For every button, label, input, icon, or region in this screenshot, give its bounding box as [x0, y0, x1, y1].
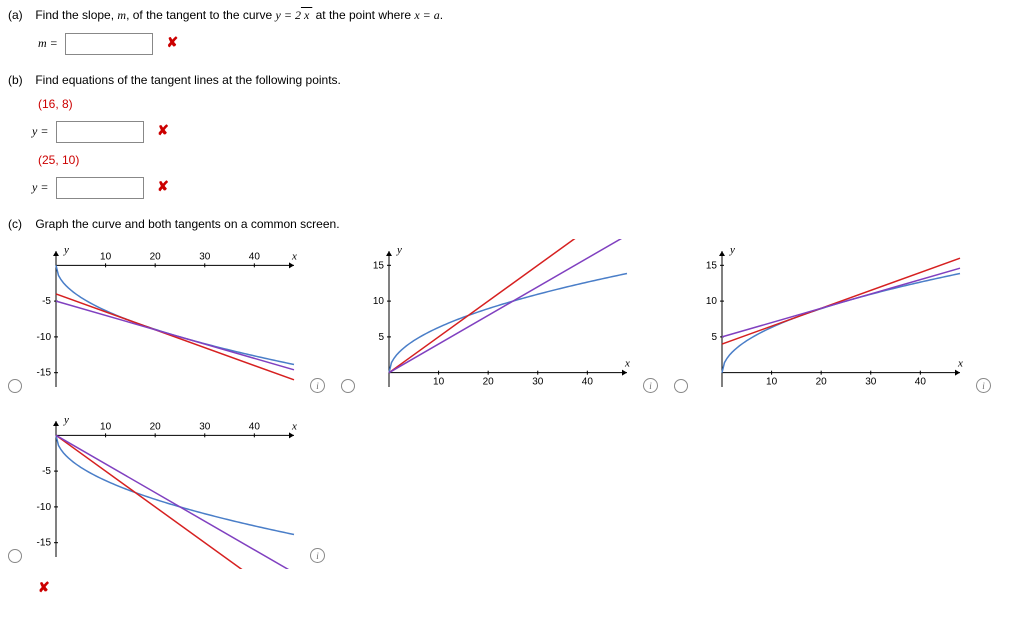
- part-b-prompt: Find equations of the tangent lines at t…: [35, 73, 341, 87]
- answer-row-m: m = ✘: [38, 33, 1016, 55]
- svg-text:5: 5: [711, 332, 717, 343]
- svg-text:10: 10: [433, 377, 445, 388]
- svg-text:40: 40: [582, 377, 594, 388]
- graphs-container: 10 20 30 40 -5 -10 -15 y x i 10 20 30 40 5 10 15 y x i 1…: [8, 239, 1016, 596]
- text: at the point where: [312, 8, 414, 22]
- graph-1: 10 20 30 40 -5 -10 -15 y x: [26, 239, 306, 399]
- graph-option-3: 10 20 30 40 5 10 15 y x i: [674, 239, 991, 399]
- svg-text:-15: -15: [37, 538, 52, 549]
- svg-text:20: 20: [816, 377, 828, 388]
- label-y1: y =: [32, 124, 48, 138]
- svg-text:15: 15: [373, 260, 385, 271]
- part-a-prompt: Find the slope, m, of the tangent to the…: [35, 8, 443, 23]
- graph-3: 10 20 30 40 5 10 15 y x: [692, 239, 972, 399]
- part-b: (b) Find equations of the tangent lines …: [8, 73, 1016, 199]
- svg-text:-10: -10: [37, 332, 52, 343]
- label-m: m =: [38, 36, 58, 50]
- wrong-icon: ✘: [38, 579, 1016, 596]
- info-icon[interactable]: i: [643, 378, 658, 393]
- radio-graph-2[interactable]: [341, 379, 355, 393]
- radio-graph-4[interactable]: [8, 549, 22, 563]
- graph-option-1: 10 20 30 40 -5 -10 -15 y x i: [8, 239, 325, 399]
- answer-row-y2: y = ✘: [32, 177, 1016, 199]
- text: Find the slope,: [35, 8, 117, 22]
- svg-text:x: x: [957, 358, 963, 370]
- point-2: (25, 10): [38, 153, 1016, 167]
- svg-text:10: 10: [706, 296, 718, 307]
- svg-text:-10: -10: [37, 502, 52, 513]
- svg-text:15: 15: [706, 260, 718, 271]
- svg-text:30: 30: [199, 421, 211, 432]
- svg-text:y: y: [63, 244, 69, 256]
- part-c-prompt: Graph the curve and both tangents on a c…: [35, 217, 339, 231]
- graph-row-1: 10 20 30 40 -5 -10 -15 y x i 10 20 30 40 5 10 15 y x i 1…: [8, 239, 1016, 399]
- graph-2: 10 20 30 40 5 10 15 y x: [359, 239, 639, 399]
- answer-row-y1: y = ✘: [32, 121, 1016, 143]
- text: .: [440, 8, 443, 22]
- part-b-label: (b): [8, 73, 32, 87]
- info-icon[interactable]: i: [310, 378, 325, 393]
- svg-text:y: y: [396, 244, 402, 256]
- svg-text:10: 10: [373, 296, 385, 307]
- equation-y: y = 2 x: [276, 8, 313, 22]
- label-y2: y =: [32, 180, 48, 194]
- wrong-icon: ✘: [157, 122, 169, 138]
- svg-text:-5: -5: [42, 296, 51, 307]
- svg-text:y: y: [63, 414, 69, 426]
- graph-option-4: 10 20 30 40 -5 -10 -15 y x i: [8, 409, 325, 569]
- point-1: (16, 8): [38, 97, 1016, 111]
- info-icon[interactable]: i: [976, 378, 991, 393]
- svg-text:40: 40: [249, 251, 261, 262]
- svg-text:30: 30: [865, 377, 877, 388]
- svg-text:10: 10: [100, 251, 112, 262]
- info-icon[interactable]: i: [310, 548, 325, 563]
- svg-text:10: 10: [766, 377, 778, 388]
- svg-text:-15: -15: [37, 368, 52, 379]
- svg-text:5: 5: [378, 332, 384, 343]
- part-a-label: (a): [8, 8, 32, 22]
- graph-row-2: 10 20 30 40 -5 -10 -15 y x i: [8, 409, 1016, 569]
- equation-x: x = a: [414, 8, 439, 22]
- radio-graph-1[interactable]: [8, 379, 22, 393]
- svg-text:20: 20: [150, 421, 162, 432]
- svg-text:-5: -5: [42, 466, 51, 477]
- svg-text:30: 30: [199, 251, 211, 262]
- svg-text:10: 10: [100, 421, 112, 432]
- input-m[interactable]: [65, 33, 153, 55]
- input-y2[interactable]: [56, 177, 144, 199]
- part-a: (a) Find the slope, m, of the tangent to…: [8, 8, 1016, 55]
- svg-text:x: x: [624, 358, 630, 370]
- text: , of the tangent to the curve: [126, 8, 275, 22]
- svg-text:x: x: [291, 250, 297, 262]
- part-c-label: (c): [8, 217, 32, 231]
- part-c: (c) Graph the curve and both tangents on…: [8, 217, 1016, 596]
- svg-text:y: y: [729, 244, 735, 256]
- radio-graph-3[interactable]: [674, 379, 688, 393]
- svg-text:20: 20: [150, 251, 162, 262]
- svg-text:30: 30: [532, 377, 544, 388]
- wrong-icon: ✘: [157, 178, 169, 194]
- svg-text:40: 40: [249, 421, 261, 432]
- svg-text:40: 40: [915, 377, 927, 388]
- wrong-icon: ✘: [166, 34, 178, 50]
- graph-option-2: 10 20 30 40 5 10 15 y x i: [341, 239, 658, 399]
- svg-text:20: 20: [483, 377, 495, 388]
- input-y1[interactable]: [56, 121, 144, 143]
- var-m: m: [117, 8, 126, 22]
- graph-4: 10 20 30 40 -5 -10 -15 y x: [26, 409, 306, 569]
- svg-text:x: x: [291, 420, 297, 432]
